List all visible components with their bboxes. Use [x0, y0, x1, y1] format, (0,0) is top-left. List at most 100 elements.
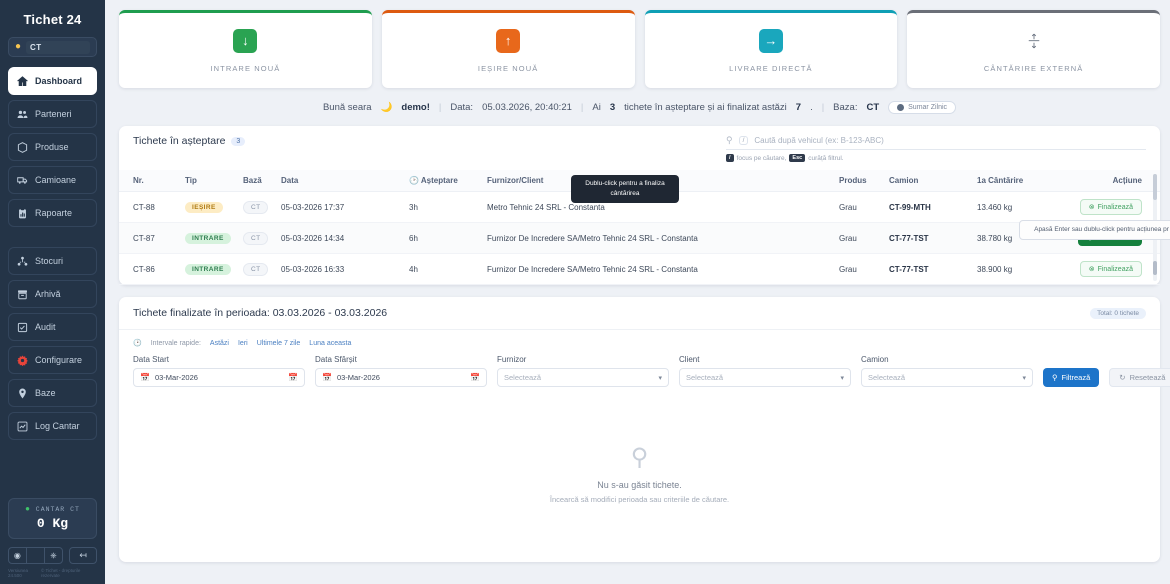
col-produs[interactable]: Produs [835, 170, 885, 192]
scrollbar-thumb[interactable] [1153, 174, 1157, 200]
sumar-zilnic-button[interactable]: Sumar Zilnic [888, 101, 957, 114]
cell-camion: CT-77-TST [885, 253, 973, 285]
card-iesire-noua[interactable]: ↑ IEȘIRE NOUĂ [381, 10, 635, 88]
table-scrollbar[interactable] [1153, 174, 1157, 281]
col-actiune[interactable]: Acțiune [1063, 170, 1160, 192]
filtreaza-button[interactable]: ⚲ Filtrează [1043, 368, 1100, 387]
card-label: INTRARE NOUĂ [210, 63, 281, 73]
camion-value: Selectează [868, 373, 906, 382]
finalizeaza-label: Finalizează [1096, 234, 1133, 242]
card-cantarire-externa[interactable]: CÂNTĂRIRE EXTERNĂ [907, 10, 1160, 88]
sidebar-item-stocuri[interactable]: Stocuri [8, 247, 97, 275]
search-input[interactable] [754, 136, 1146, 145]
data-sfarsit-input[interactable]: 📅 03-Mar-2026 📅 [315, 368, 487, 387]
sidebar-item-dashboard[interactable]: Dashboard [8, 67, 97, 95]
calendar-icon: 📅 [140, 373, 150, 382]
version-right: © Tichet - drepturile rezervate [41, 568, 81, 578]
sidebar-item-audit[interactable]: Audit [8, 313, 97, 341]
cell-baza: CT [239, 222, 277, 254]
crescent-moon-icon: 🌙 [380, 102, 393, 113]
card-livrare-directa[interactable]: → LIVRARE DIRECTĂ [644, 10, 898, 88]
card-intrare-noua[interactable]: ↓ INTRARE NOUĂ [119, 10, 372, 88]
table-row[interactable]: CT-88 IEȘIRE CT 05-03-2026 17:37 3h Metr… [119, 191, 1160, 223]
field-label: Furnizor [497, 355, 527, 364]
table-row[interactable]: CT-87 INTRARE CT 05-03-2026 14:34 6h Fur… [119, 222, 1160, 254]
filter-form: Data Start 📅 03-Mar-2026 📅 Data Sfârșit … [119, 353, 1170, 401]
sidebar-item-configurare[interactable]: Configurare [8, 346, 97, 374]
scrollbar-thumb-secondary[interactable] [1153, 261, 1157, 275]
sidebar-item-arhiva[interactable]: Arhivă [8, 280, 97, 308]
sidebar-item-baze[interactable]: Baze [8, 379, 97, 407]
sidebar-item-log-cantar[interactable]: Log Cantar [8, 412, 97, 440]
sidebar-item-produse[interactable]: Produse [8, 133, 97, 161]
finalizeaza-button[interactable]: ⊗ Finalizează [1079, 199, 1142, 215]
sidebar-base-selector[interactable]: ● CT [8, 37, 97, 57]
sidebar-item-rapoarte[interactable]: Rapoarte [8, 199, 97, 227]
sidebar-item-label: Log Cantar [35, 421, 80, 431]
cell-tip: INTRARE [181, 253, 239, 285]
col-nr[interactable]: Nr. [119, 170, 181, 192]
camion-select[interactable]: Selectează ▾ [861, 368, 1033, 387]
eye-icon[interactable]: ◉ [9, 548, 27, 563]
cell-camion: CT-99-MTH [885, 191, 973, 223]
sidebar-item-parteneri[interactable]: Parteneri [8, 100, 97, 128]
client-select[interactable]: Selectează ▾ [679, 368, 851, 387]
filtreaza-label: Filtrează [1061, 373, 1091, 382]
quick-range-astazi[interactable]: Astăzi [209, 339, 229, 347]
base-badge: CT [243, 200, 269, 214]
key-slash-icon: / [726, 154, 734, 162]
quick-range-ieri[interactable]: Ieri [237, 339, 248, 347]
table-row[interactable]: CT-86 INTRARE CT 05-03-2026 16:33 4h Fur… [119, 253, 1160, 285]
cell-cantarire: 38.780 kg [973, 222, 1063, 254]
furnizor-select[interactable]: Selectează ▾ [497, 368, 669, 387]
field-data-sfarsit: Data Sfârșit 📅 03-Mar-2026 📅 [315, 355, 487, 387]
data-start-input[interactable]: 📅 03-Mar-2026 📅 [133, 368, 305, 387]
quick-range-luna-aceasta[interactable]: Luna aceasta [309, 339, 352, 347]
key-esc-icon: Esc [789, 154, 806, 162]
cell-camion: CT-77-TST [885, 222, 973, 254]
cell-data: 05-03-2026 17:37 [277, 191, 405, 223]
quick-range-ultimele-7-zile[interactable]: Ultimele 7 zile [256, 339, 301, 347]
quick-action-cards: ↓ INTRARE NOUĂ ↑ IEȘIRE NOUĂ → LIVRARE D… [119, 10, 1160, 88]
col-tip[interactable]: Tip [181, 170, 239, 192]
card-label: LIVRARE DIRECTĂ [729, 63, 813, 73]
calendar-picker-icon[interactable]: 📅 [470, 373, 480, 382]
reseteaza-button[interactable]: ↻ Resetează [1109, 368, 1170, 387]
col-camion[interactable]: Camion [885, 170, 973, 192]
pending-pre: Ai [592, 102, 601, 113]
table-head: Nr. Tip Bază Data 🕑 Așteptare Furnizor/C… [119, 170, 1160, 192]
finalizeaza-button[interactable]: ⊗ Finalizează [1078, 230, 1142, 246]
truck-icon [16, 174, 28, 186]
field-label: Data Sfârșit [315, 355, 357, 364]
power-icon[interactable]: ⎈ [50, 550, 57, 560]
col-asteptare[interactable]: 🕑 Așteptare [405, 170, 483, 192]
date-value: 05.03.2026, 20:40:21 [482, 102, 572, 113]
cell-cantarire: 38.900 kg [973, 253, 1063, 285]
sidebar-item-camioane[interactable]: Camioane [8, 166, 97, 194]
status-dot-icon: ● [25, 505, 31, 514]
finalizeaza-button[interactable]: ⊗ Finalizează [1079, 261, 1142, 277]
col-furnizor-client[interactable]: Furnizor/Client [483, 170, 835, 192]
calendar-picker-icon[interactable]: 📅 [288, 373, 298, 382]
col-cantarire[interactable]: 1a Cântărire [973, 170, 1063, 192]
checklist-icon [16, 321, 28, 333]
check-circle-icon: ⊗ [1088, 266, 1095, 273]
sidebar-footer: ● CANTAR CT 0 Kg ◉ ⎈ ↤ Versiunea 24.500 … [8, 498, 97, 578]
scale-label: CANTAR CT [35, 506, 80, 513]
col-data[interactable]: Data [277, 170, 405, 192]
pending-post: . [810, 102, 813, 113]
hint-text-1: focus pe căutare, [736, 154, 787, 162]
col-baza[interactable]: Bază [239, 170, 277, 192]
sidebar-item-label: Produse [35, 142, 69, 152]
check-circle-icon: ⊗ [1088, 204, 1095, 211]
separator: | [438, 102, 442, 113]
logout-icon[interactable]: ↤ [69, 547, 97, 564]
cell-furnizor: Furnizor De Incredere SA/Metro Tehnic 24… [483, 222, 835, 254]
search-icon: ⚲ [1052, 373, 1058, 382]
sidebar: Tichet 24 ● CT Dashboard Parteneri Produ… [0, 0, 105, 584]
cell-actiune: ⊗ Finalizează [1063, 222, 1160, 254]
search-box[interactable]: ⚲ / [726, 135, 1146, 150]
sumar-zilnic-label: Sumar Zilnic [908, 104, 948, 111]
cell-cantarire: 13.460 kg [973, 191, 1063, 223]
reseteaza-label: Resetează [1129, 373, 1166, 382]
